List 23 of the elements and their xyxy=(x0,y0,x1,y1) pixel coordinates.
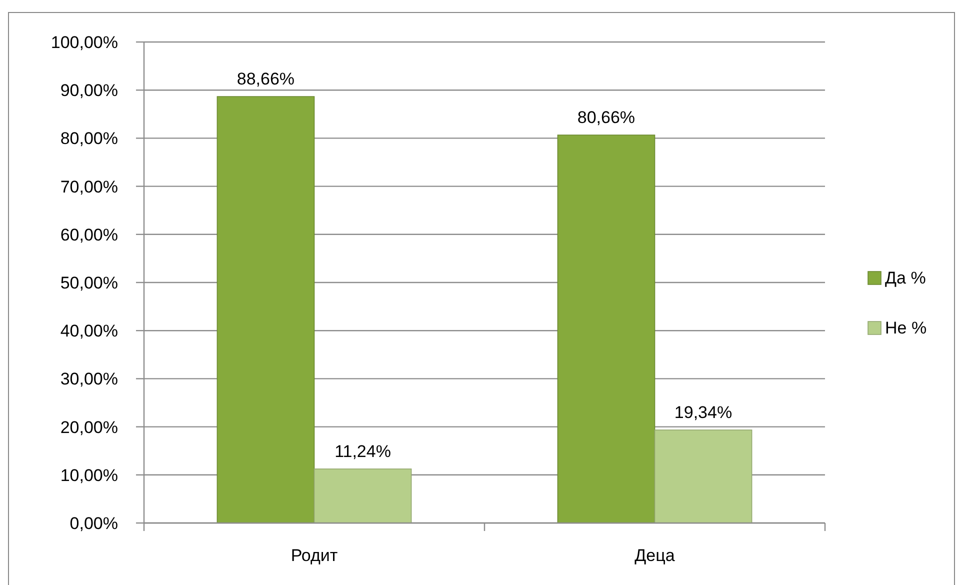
y-tick-label: 100,00% xyxy=(50,32,118,52)
bar xyxy=(557,134,656,524)
y-tick-label: 10,00% xyxy=(60,466,118,485)
y-tick-label: 50,00% xyxy=(60,273,118,292)
y-tick-label: 90,00% xyxy=(60,81,118,100)
y-tick-label: 0,00% xyxy=(70,514,118,533)
bar xyxy=(654,430,752,524)
x-tick-label: Родит xyxy=(290,546,338,565)
x-tick-label: Деца xyxy=(634,546,676,565)
data-label: 80,66% xyxy=(577,108,636,128)
data-label: 19,34% xyxy=(674,402,732,422)
y-tick-label: 30,00% xyxy=(60,370,118,389)
legend-label: Да % xyxy=(885,268,926,288)
bar xyxy=(314,468,412,524)
data-label: 88,66% xyxy=(236,70,295,89)
legend-label: Не % xyxy=(885,318,927,338)
data-label: 11,24% xyxy=(334,442,391,461)
y-tick-label: 40,00% xyxy=(60,322,118,341)
y-tick-label: 70,00% xyxy=(60,177,118,196)
y-tick-label: 20,00% xyxy=(60,418,118,437)
y-tick-label: 60,00% xyxy=(60,225,118,244)
y-tick-label: 80,00% xyxy=(60,129,118,148)
bar xyxy=(216,96,315,524)
